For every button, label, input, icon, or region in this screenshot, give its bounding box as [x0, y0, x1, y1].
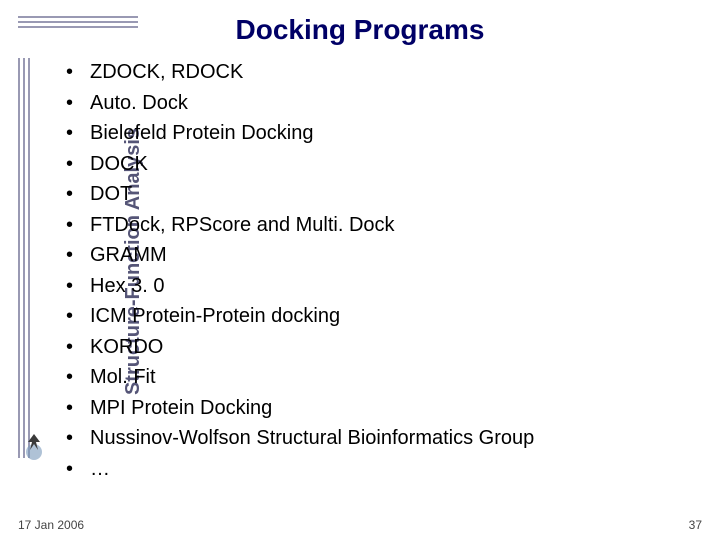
bullet-text: Bielefeld Protein Docking	[90, 121, 313, 145]
bullet-marker: •	[66, 60, 90, 84]
bullet-text: Auto. Dock	[90, 91, 188, 115]
bullet-text: …	[90, 457, 110, 481]
list-item: •ZDOCK, RDOCK	[66, 60, 686, 84]
list-item: •GRAMM	[66, 243, 686, 267]
list-item: •Bielefeld Protein Docking	[66, 121, 686, 145]
bullet-text: FTDock, RPScore and Multi. Dock	[90, 213, 395, 237]
bullet-text: ZDOCK, RDOCK	[90, 60, 243, 84]
bullet-text: Hex 3. 0	[90, 274, 164, 298]
bullet-text: DOT	[90, 182, 132, 206]
footer-date: 17 Jan 2006	[18, 518, 84, 532]
title-bar: Docking Programs	[0, 14, 720, 46]
bullet-marker: •	[66, 182, 90, 206]
bullet-marker: •	[66, 274, 90, 298]
list-item: •DOCK	[66, 152, 686, 176]
bullet-text: KORDO	[90, 335, 163, 359]
bullet-marker: •	[66, 365, 90, 389]
bullet-text: GRAMM	[90, 243, 167, 267]
bullet-marker: •	[66, 243, 90, 267]
slide: Docking Programs Structure-Function Anal…	[0, 0, 720, 540]
bullet-text: Mol. Fit	[90, 365, 156, 389]
logo-icon	[18, 430, 50, 462]
bullet-text: MPI Protein Docking	[90, 396, 272, 420]
list-item: •Hex 3. 0	[66, 274, 686, 298]
bullet-marker: •	[66, 396, 90, 420]
sidebar-accent-lines	[18, 58, 30, 458]
list-item: •Auto. Dock	[66, 91, 686, 115]
list-item: •Mol. Fit	[66, 365, 686, 389]
list-item: •MPI Protein Docking	[66, 396, 686, 420]
bullet-marker: •	[66, 304, 90, 328]
slide-title: Docking Programs	[236, 14, 485, 45]
bullet-marker: •	[66, 213, 90, 237]
bullet-marker: •	[66, 152, 90, 176]
bullet-marker: •	[66, 335, 90, 359]
bullet-marker: •	[66, 426, 90, 450]
bullet-text: ICM Protein-Protein docking	[90, 304, 340, 328]
bullet-marker: •	[66, 457, 90, 481]
list-item: •FTDock, RPScore and Multi. Dock	[66, 213, 686, 237]
footer-page-number: 37	[689, 518, 702, 532]
list-item: •…	[66, 457, 686, 481]
list-item: •KORDO	[66, 335, 686, 359]
bullet-text: Nussinov-Wolfson Structural Bioinformati…	[90, 426, 534, 450]
bullet-marker: •	[66, 121, 90, 145]
list-item: •DOT	[66, 182, 686, 206]
list-item: •ICM Protein-Protein docking	[66, 304, 686, 328]
bullet-text: DOCK	[90, 152, 148, 176]
list-item: •Nussinov-Wolfson Structural Bioinformat…	[66, 426, 686, 450]
bullet-marker: •	[66, 91, 90, 115]
bullet-list: •ZDOCK, RDOCK •Auto. Dock •Bielefeld Pro…	[66, 60, 686, 487]
